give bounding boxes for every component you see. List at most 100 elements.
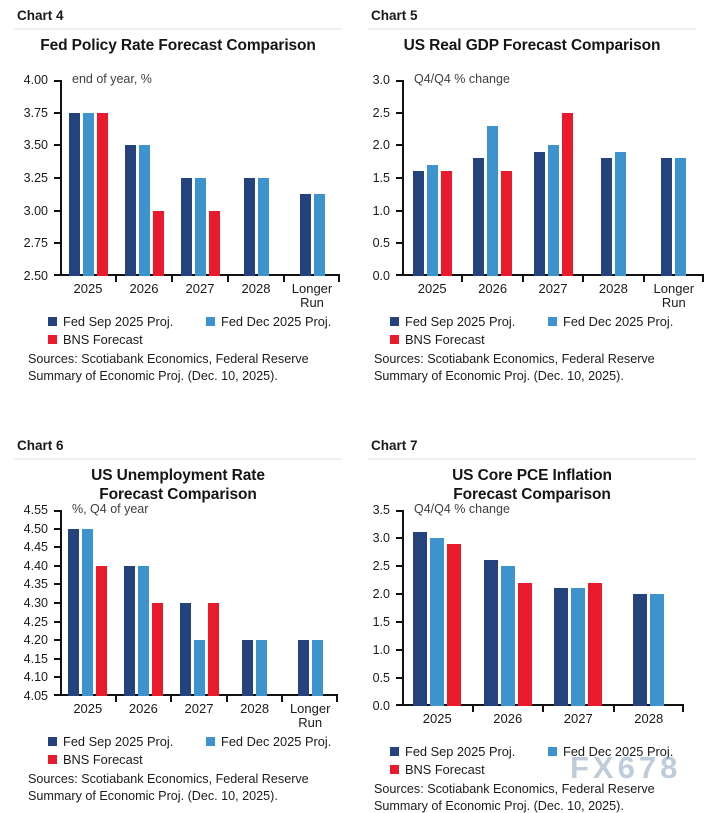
bar (96, 112, 108, 276)
chart-title-line2: Forecast Comparison (453, 486, 611, 503)
y-axis-tick (54, 80, 60, 82)
bar (179, 603, 191, 696)
x-category-label: 2026 (129, 281, 159, 296)
x-category-label: Longer Run (291, 281, 333, 310)
x-axis-tick (471, 706, 474, 712)
bar (124, 145, 136, 276)
bar (68, 528, 80, 696)
chart-6-label: Chart 6 (17, 438, 64, 453)
x-category-label: 2028 (240, 701, 270, 716)
y-axis-tick (396, 649, 402, 651)
legend-swatch-fed-sep (390, 747, 399, 756)
bar (614, 151, 626, 276)
bar (473, 158, 485, 276)
sources-line1: Sources: Scotiabank Economics, Federal R… (374, 782, 655, 796)
sources-note: Sources: Scotiabank Economics, Federal R… (374, 351, 698, 384)
bar (588, 582, 603, 706)
legend-label: Fed Dec 2025 Proj. (221, 314, 332, 329)
x-axis-tick (338, 276, 340, 282)
y-tick-label: 2.75 (23, 236, 48, 251)
bar (68, 112, 80, 276)
sources-note: Sources: Scotiabank Economics, Federal R… (28, 351, 344, 384)
y-axis-tick (396, 537, 402, 539)
legend-item-fed-sep: Fed Sep 2025 Proj. (390, 314, 548, 329)
x-axis-tick (461, 276, 464, 282)
bar (571, 588, 586, 706)
bar (633, 594, 648, 706)
y-axis-tick (396, 144, 402, 147)
y-tick-label: 1.5 (372, 171, 390, 185)
legend-item-fed-dec: Fed Dec 2025 Proj. (548, 744, 698, 759)
y-axis-tick (54, 676, 60, 679)
y-tick-label: 0.0 (372, 699, 390, 713)
bar (412, 171, 424, 276)
legend-item-fed-sep: Fed Sep 2025 Proj. (390, 744, 548, 759)
y-tick-label: 2.5 (372, 559, 390, 573)
y-axis-tick (54, 546, 60, 549)
bar (82, 112, 94, 276)
y-axis-tick (54, 209, 60, 212)
y-axis-tick (54, 620, 60, 623)
legend-label: BNS Forecast (405, 762, 485, 777)
y-axis-tick (54, 583, 60, 586)
bar (123, 565, 135, 696)
bar (207, 603, 219, 696)
legend-swatch-fed-sep (390, 317, 399, 326)
x-category-label: 2025 (73, 281, 103, 296)
bar (180, 178, 192, 276)
x-axis-tick (114, 696, 117, 702)
sources-line2: Summary of Economic Proj. (Dec. 10, 2025… (374, 798, 624, 813)
bar (561, 112, 573, 276)
y-axis-tick (54, 111, 60, 114)
y-axis-unit-label: Q4/Q4 % change (414, 72, 510, 86)
y-axis-tick (396, 621, 402, 623)
y-axis-tick (54, 510, 60, 512)
y-tick-label: 4.40 (23, 558, 48, 573)
chart-7-title: US Core PCE Inflation Forecast Compariso… (366, 466, 698, 504)
bar (487, 125, 499, 276)
bar (152, 210, 164, 276)
y-axis-tick (54, 639, 60, 642)
divider-line (368, 458, 696, 460)
legend-label: Fed Dec 2025 Proj. (563, 744, 674, 759)
y-axis-tick (396, 704, 402, 706)
x-category-label: 2026 (493, 711, 523, 726)
bar (447, 543, 462, 706)
legend-swatch-fed-sep (48, 737, 57, 746)
chart-5-legend: Fed Sep 2025 Proj. Fed Dec 2025 Proj. BN… (366, 314, 698, 347)
divider-line (14, 458, 342, 460)
sources-line2: Summary of Economic Proj. (Dec. 10, 2025… (28, 368, 278, 383)
legend-item-fed-dec: Fed Dec 2025 Proj. (206, 314, 344, 329)
chart-6-plot-area: %, Q4 of year 4.55 4.50 4.45 4.40 4.35 4.30 4.… (16, 502, 338, 730)
chart-5-plot-area: Q4/Q4 % change 3.0 2.5 2.0 1.5 1.0 0.5 0.0 2025… (366, 72, 704, 310)
bar (311, 640, 323, 696)
bar (243, 178, 255, 276)
y-tick-label: 1.5 (372, 615, 390, 629)
y-axis-tick (54, 694, 60, 696)
y-axis-tick (396, 209, 402, 212)
legend-label: BNS Forecast (63, 332, 143, 347)
y-tick-label: 4.25 (23, 614, 48, 629)
x-axis-tick (542, 706, 544, 712)
x-category-label: 2027 (184, 701, 214, 716)
x-axis-tick (171, 276, 173, 282)
x-axis-tick (642, 276, 645, 282)
bar (675, 158, 687, 276)
y-axis-tick (396, 177, 402, 179)
legend-label: Fed Dec 2025 Proj. (221, 734, 332, 749)
x-category-label: 2025 (422, 711, 452, 726)
chart-6-panel: Chart 6 US Unemployment Rate Forecast Co… (0, 430, 354, 813)
chart-5-panel: Chart 5 US Real GDP Forecast Comparison … (354, 0, 708, 430)
divider-line (368, 28, 696, 30)
x-category-label: 2027 (538, 281, 568, 296)
legend-swatch-bns (48, 755, 57, 764)
x-category-label: Longer Run (653, 281, 695, 310)
y-axis-tick (54, 602, 60, 604)
bar (297, 640, 309, 696)
bar (554, 588, 569, 706)
sources-note: Sources: Scotiabank Economics, Federal R… (28, 771, 344, 804)
legend-item-fed-sep: Fed Sep 2025 Proj. (48, 314, 206, 329)
bar (600, 158, 612, 276)
legend-label: Fed Dec 2025 Proj. (563, 314, 674, 329)
legend-swatch-fed-dec (548, 317, 557, 326)
